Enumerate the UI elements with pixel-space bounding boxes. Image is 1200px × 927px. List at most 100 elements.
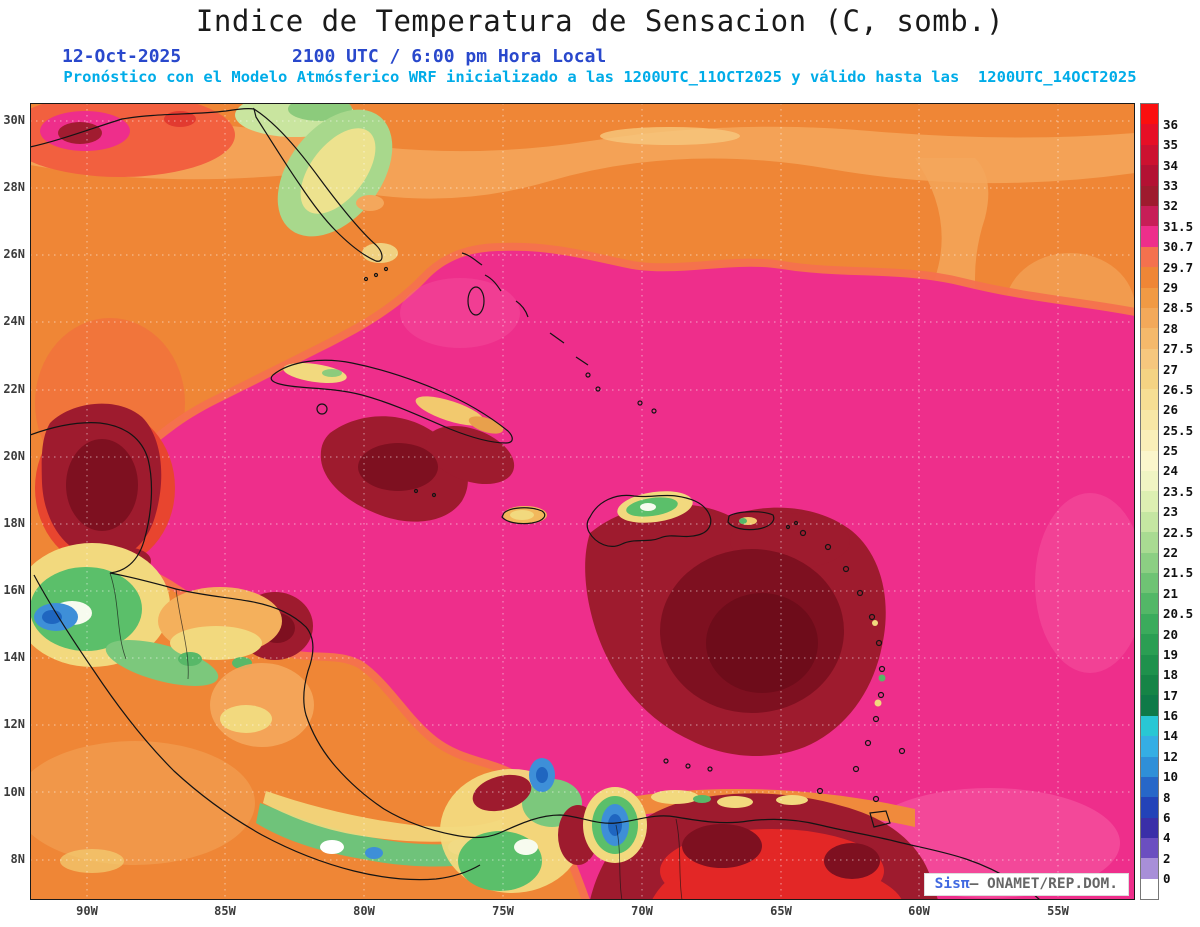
legend-swatch	[1141, 715, 1158, 737]
legend-label: 24	[1163, 463, 1179, 479]
map: Sisπ– ONAMET/REP.DOM.	[30, 103, 1135, 900]
legend-colorbar: 36 35 34 33 32 31.5 30.7 29.7 29 28.5 28 27.5 27 26.5…	[1140, 103, 1197, 900]
legend-label: 25	[1163, 443, 1179, 459]
legend-label: 33	[1163, 178, 1179, 194]
legend-label: 27.5	[1163, 341, 1194, 357]
legend-swatch	[1141, 409, 1158, 431]
legend-label: 21.5	[1163, 565, 1194, 581]
legend-swatch	[1141, 613, 1158, 635]
legend-label: 22	[1163, 544, 1179, 560]
legend-swatch	[1141, 674, 1158, 696]
legend-label: 34	[1163, 157, 1179, 173]
legend-swatch	[1141, 144, 1158, 166]
lat-tick-label: 26N	[3, 247, 25, 262]
legend-label: 23.5	[1163, 483, 1194, 499]
legend-label: 30.7	[1163, 239, 1194, 255]
lat-tick-label: 22N	[3, 381, 25, 396]
legend-label: 26	[1163, 402, 1179, 418]
legend-label: 4	[1163, 830, 1171, 846]
temperature-field	[30, 103, 1135, 900]
legend-swatch	[1141, 124, 1158, 145]
forecast-date: 12-Oct-2025	[62, 46, 182, 67]
legend-swatch	[1141, 736, 1158, 757]
lat-tick-label: 10N	[3, 784, 25, 799]
lat-tick-label: 8N	[10, 851, 25, 866]
legend-label: 19	[1163, 646, 1179, 662]
graticule	[30, 103, 1135, 900]
legend-swatch	[1141, 328, 1158, 349]
legend-swatch	[1141, 307, 1158, 329]
legend-swatch	[1141, 878, 1158, 900]
legend-swatch	[1141, 593, 1158, 614]
legend-swatch	[1141, 471, 1158, 492]
legend-swatch	[1141, 552, 1158, 573]
legend-label: 14	[1163, 728, 1179, 744]
watermark: Sisπ– ONAMET/REP.DOM.	[924, 874, 1128, 895]
lon-tick-label: 60W	[908, 904, 930, 918]
legend-label: 2	[1163, 850, 1171, 866]
legend-swatch	[1141, 797, 1158, 818]
legend-swatch	[1141, 430, 1158, 451]
legend-swatch	[1141, 511, 1158, 533]
legend-label: 32	[1163, 198, 1179, 214]
legend-label: 12	[1163, 748, 1179, 764]
legend-label: 28	[1163, 320, 1179, 336]
lon-tick-label: 80W	[353, 904, 375, 918]
legend-label: 20	[1163, 626, 1179, 642]
legend-swatch	[1141, 572, 1158, 594]
lat-tick-label: 14N	[3, 650, 25, 665]
legend-swatch	[1141, 205, 1158, 227]
legend-label: 0	[1163, 871, 1171, 887]
lat-tick-label: 18N	[3, 515, 25, 530]
legend-swatch	[1141, 267, 1158, 288]
legend-swatch	[1141, 817, 1158, 839]
legend-swatch	[1141, 634, 1158, 655]
legend-swatch	[1141, 756, 1158, 777]
legend-swatches	[1140, 103, 1159, 900]
legend-label: 16	[1163, 708, 1179, 724]
datetime-line: 12-Oct-2025 2100 UTC / 6:00 pm Hora Loca…	[0, 46, 1200, 67]
watermark-brand: Sisπ	[934, 876, 970, 892]
legend-label: 27	[1163, 361, 1179, 377]
legend-label: 20.5	[1163, 606, 1194, 622]
lon-tick-label: 85W	[214, 904, 236, 918]
lat-axis: 30N 28N 26N 24N 22N 20N 18N 16N 14N 12N 10N 8N	[0, 103, 27, 900]
legend-label: 10	[1163, 769, 1179, 785]
legend-label: 23	[1163, 504, 1179, 520]
legend-swatch	[1141, 695, 1158, 716]
page-title: Indice de Temperatura de Sensacion (C, s…	[195, 4, 1005, 38]
legend-swatch	[1141, 450, 1158, 472]
legend-swatch	[1141, 654, 1158, 675]
lon-tick-label: 90W	[76, 904, 98, 918]
legend-label: 8	[1163, 789, 1171, 805]
lon-tick-label: 55W	[1047, 904, 1069, 918]
legend-swatch	[1141, 858, 1158, 879]
lon-tick-label: 75W	[492, 904, 514, 918]
legend-label: 26.5	[1163, 381, 1194, 397]
forecast-time: 2100 UTC / 6:00 pm Hora Local	[292, 46, 607, 67]
legend-label: 31.5	[1163, 218, 1194, 234]
lon-tick-label: 65W	[770, 904, 792, 918]
model-info-line: Pronóstico con el Modelo Atmósferico WRF…	[63, 68, 1137, 86]
map-frame	[30, 103, 1135, 900]
lat-tick-label: 20N	[3, 448, 25, 463]
lon-axis: 90W 85W 80W 75W 70W 65W 60W 55W	[30, 904, 1135, 920]
lat-tick-label: 30N	[3, 113, 25, 127]
watermark-text: – ONAMET/REP.DOM.	[969, 876, 1118, 892]
legend-swatch	[1141, 776, 1158, 798]
lat-tick-label: 12N	[3, 717, 25, 732]
legend-swatch	[1141, 348, 1158, 370]
legend-swatch	[1141, 104, 1158, 125]
legend-swatch	[1141, 389, 1158, 410]
legend-swatch	[1141, 287, 1158, 308]
legend-label: 25.5	[1163, 422, 1194, 438]
legend-swatch	[1141, 369, 1158, 390]
legend-label: 18	[1163, 667, 1179, 683]
legend-swatch	[1141, 226, 1158, 247]
lat-tick-label: 28N	[3, 180, 25, 195]
legend-swatch	[1141, 491, 1158, 512]
legend-swatch	[1141, 246, 1158, 268]
legend-swatch	[1141, 165, 1158, 186]
lat-tick-label: 16N	[3, 583, 25, 598]
lat-tick-label: 24N	[3, 314, 25, 329]
